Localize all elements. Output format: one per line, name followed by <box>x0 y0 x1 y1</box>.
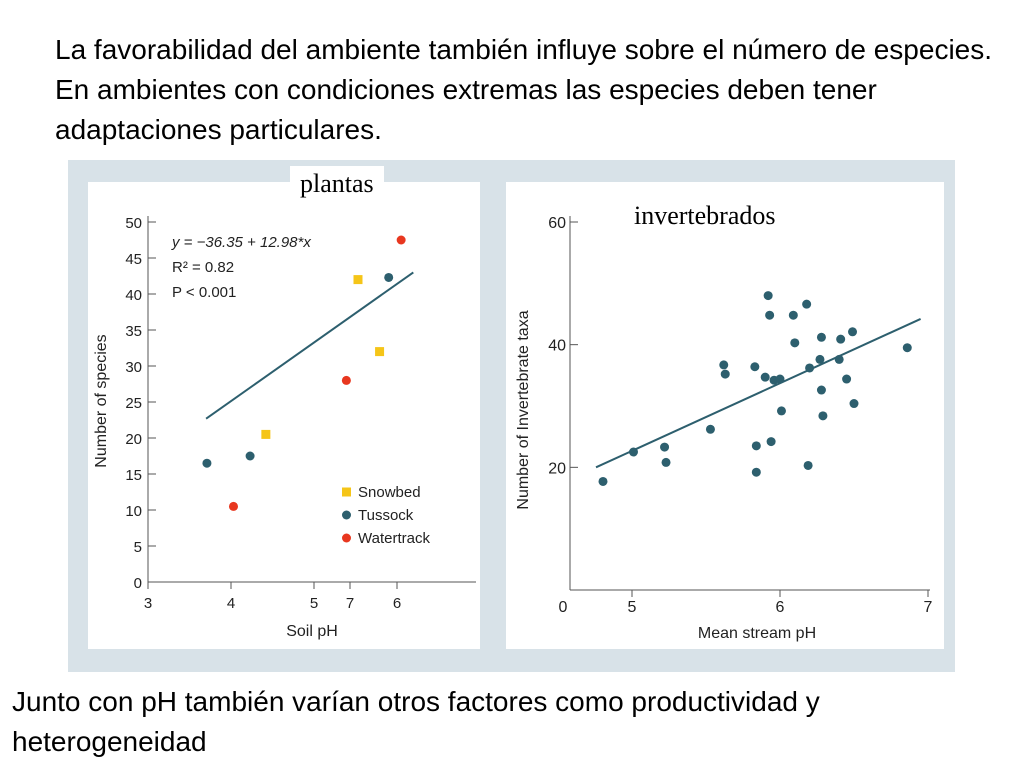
y-tick-label: 5 <box>134 539 142 556</box>
invertebrates-chart-area <box>506 182 944 649</box>
data-point <box>766 437 776 447</box>
data-point <box>598 476 608 486</box>
y-tick-label: 60 <box>548 215 566 232</box>
y-tick-label: 20 <box>548 460 566 477</box>
data-point <box>790 338 800 348</box>
y-tick-label: 40 <box>125 287 142 304</box>
x-axis-title: Soil pH <box>286 623 338 640</box>
invertebrates-label: invertebrados <box>624 198 874 234</box>
x-tick-label: 3 <box>144 595 152 612</box>
data-point <box>788 310 798 320</box>
data-point <box>849 399 859 409</box>
y-tick-label: 20 <box>125 431 142 448</box>
data-point <box>834 354 844 364</box>
y-tick-label: 15 <box>125 467 142 484</box>
plants-chart-area <box>88 182 480 649</box>
regression-annotation: R² = 0.82 <box>172 259 234 276</box>
legend-label: Tussock <box>358 507 414 524</box>
x-tick-label: 4 <box>227 595 235 612</box>
data-point <box>816 385 826 395</box>
y-tick-label: 40 <box>548 338 566 355</box>
data-point <box>751 467 761 477</box>
x-tick-label: 6 <box>393 595 401 612</box>
fit-line <box>595 317 922 469</box>
data-point <box>902 343 912 353</box>
x-tick-label: 5 <box>628 599 637 616</box>
legend-marker <box>342 510 351 520</box>
data-point <box>816 332 826 342</box>
x-tick-label: 0 <box>559 599 568 616</box>
y-tick-label: 25 <box>125 395 142 412</box>
legend-marker <box>342 487 351 497</box>
x-tick-label: 5 <box>310 595 318 612</box>
legend-marker <box>342 533 351 543</box>
data-point-tussock <box>245 451 255 461</box>
y-axis-title: Number of Invertebrate taxa <box>515 310 532 509</box>
data-point <box>751 441 761 451</box>
y-tick-label: 50 <box>125 215 142 232</box>
regression-annotation: y = −36.35 + 12.98*x <box>171 234 311 251</box>
x-tick-label: 6 <box>776 599 785 616</box>
data-point <box>776 406 786 416</box>
data-point <box>818 411 828 421</box>
x-tick-label: 7 <box>924 599 933 616</box>
data-point <box>661 457 671 467</box>
data-point <box>765 310 775 320</box>
data-point-watertrack <box>341 375 351 385</box>
data-point <box>848 327 858 337</box>
x-axis-title: Mean stream pH <box>698 625 816 642</box>
data-point <box>705 424 715 434</box>
data-point <box>720 369 730 379</box>
data-point <box>775 374 785 384</box>
data-point-watertrack <box>228 501 238 511</box>
data-point-tussock <box>202 458 212 468</box>
y-tick-label: 30 <box>125 359 142 376</box>
data-point <box>836 334 846 344</box>
y-axis-title: Number of species <box>93 334 110 467</box>
data-point-snowbed <box>261 429 271 439</box>
plants-label: plantas <box>290 166 384 202</box>
regression-annotation: P < 0.001 <box>172 284 236 301</box>
x-tick-label: 7 <box>346 595 354 612</box>
data-point <box>815 354 825 364</box>
y-tick-label: 10 <box>125 503 142 520</box>
slide-heading: La favorabilidad del ambiente también in… <box>55 34 993 145</box>
data-point <box>763 291 773 301</box>
data-point-watertrack <box>396 235 406 245</box>
data-point <box>760 372 770 382</box>
data-point <box>628 447 638 457</box>
data-point <box>805 363 815 373</box>
data-point <box>719 360 729 370</box>
data-point-tussock <box>384 272 394 282</box>
y-tick-label: 35 <box>125 323 142 340</box>
y-tick-label: 45 <box>125 251 142 268</box>
legend-label: Snowbed <box>358 484 421 501</box>
fit-line <box>205 271 414 420</box>
data-point <box>803 460 813 470</box>
data-point <box>750 362 760 372</box>
data-point-snowbed <box>375 347 385 357</box>
data-point <box>660 442 670 452</box>
data-point <box>802 299 812 309</box>
y-tick-label: 0 <box>134 575 142 592</box>
legend-label: Watertrack <box>358 530 430 547</box>
data-point <box>842 374 852 384</box>
data-point-snowbed <box>353 275 363 285</box>
slide-footer: Junto con pH también varían otros factor… <box>12 686 820 757</box>
